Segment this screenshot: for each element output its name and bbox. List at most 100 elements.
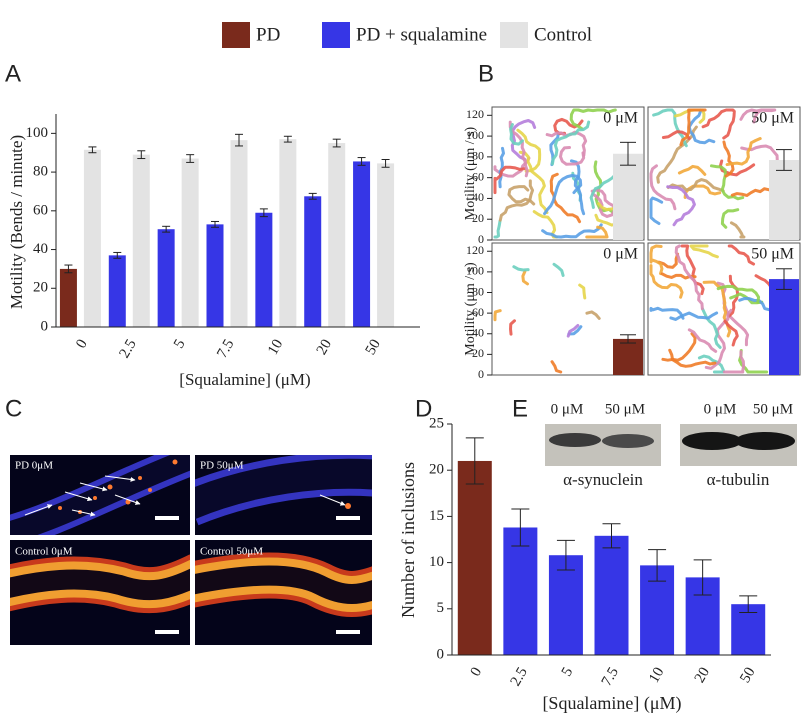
worm-tracks bbox=[493, 262, 601, 374]
image-label: Control 0μM bbox=[15, 546, 73, 558]
worm-track bbox=[493, 309, 502, 322]
worm-track bbox=[498, 146, 506, 189]
legend-label: Control bbox=[534, 24, 592, 45]
worm-track bbox=[552, 262, 565, 277]
worm-track bbox=[722, 140, 735, 178]
condition-label: 50 μM bbox=[751, 110, 794, 127]
worm-track bbox=[578, 283, 587, 300]
image-label: PD 50μM bbox=[200, 460, 244, 472]
bar bbox=[279, 139, 297, 327]
bar bbox=[353, 161, 371, 327]
bar bbox=[769, 159, 799, 240]
bar bbox=[377, 163, 395, 327]
bar bbox=[594, 535, 629, 655]
worm-track bbox=[679, 108, 707, 147]
worm-track bbox=[649, 306, 685, 320]
x-tick-label: 10 bbox=[646, 665, 667, 686]
worm-track bbox=[709, 164, 745, 201]
x-tick-label: 5 bbox=[171, 337, 189, 351]
y-tick-label: 60 bbox=[472, 305, 484, 319]
worm-track bbox=[697, 354, 725, 374]
y-tick-label: 120 bbox=[466, 107, 484, 121]
worm-track bbox=[701, 108, 736, 140]
worm-track bbox=[669, 311, 719, 321]
worm-track bbox=[657, 252, 680, 269]
worm-track bbox=[720, 208, 740, 229]
worm-track bbox=[543, 173, 583, 216]
micrograph-images bbox=[10, 455, 372, 645]
bar bbox=[548, 555, 583, 655]
worm-track bbox=[722, 350, 746, 374]
bar bbox=[83, 149, 101, 327]
y-tick-label: 0 bbox=[478, 232, 484, 246]
legend-label: PD bbox=[256, 24, 280, 45]
y-tick-label: 25 bbox=[429, 415, 444, 431]
y-axis-label: Motility (μm / s) bbox=[463, 126, 478, 220]
y-tick-label: 60 bbox=[472, 169, 484, 183]
x-tick-label: 5 bbox=[559, 665, 577, 679]
bar bbox=[59, 268, 77, 327]
worm-track bbox=[729, 221, 746, 239]
worm-track bbox=[509, 122, 524, 146]
worm-track bbox=[725, 137, 762, 167]
panel-label: E bbox=[512, 395, 528, 422]
y-tick-label: 80 bbox=[472, 149, 484, 163]
worm-track bbox=[649, 164, 677, 211]
panel-label: D bbox=[415, 395, 432, 422]
lane-label: 0 μM bbox=[551, 401, 584, 417]
y-tick-label: 80 bbox=[472, 284, 484, 298]
worm-track bbox=[550, 360, 563, 374]
x-tick-label: 50 bbox=[737, 665, 758, 686]
worm-track bbox=[569, 159, 586, 216]
worm-track bbox=[493, 165, 527, 195]
worm-track bbox=[550, 120, 591, 166]
lane-label: 50 μM bbox=[753, 401, 793, 417]
worm-track bbox=[509, 319, 516, 336]
worm-track bbox=[677, 164, 707, 176]
y-axis-label: Number of inclusions bbox=[398, 462, 418, 618]
worm-track bbox=[649, 244, 664, 276]
x-tick-label: 10 bbox=[265, 337, 286, 358]
x-tick-label: 2.5 bbox=[508, 665, 531, 689]
x-tick-label: 0 bbox=[468, 665, 486, 679]
worm-track bbox=[668, 348, 717, 368]
x-axis-label: [Squalamine] (μM) bbox=[542, 693, 681, 714]
bar bbox=[769, 279, 799, 375]
worm-track bbox=[498, 179, 535, 222]
worm-track bbox=[739, 108, 777, 124]
bar bbox=[503, 527, 538, 655]
y-tick-label: 120 bbox=[466, 243, 484, 257]
worm-track bbox=[723, 319, 739, 347]
panel-label: A bbox=[5, 60, 21, 87]
bar bbox=[181, 158, 199, 327]
y-tick-label: 100 bbox=[466, 128, 484, 142]
blot-label: α-synuclein bbox=[563, 470, 643, 489]
worm-track bbox=[738, 349, 769, 374]
worm-track bbox=[701, 307, 722, 349]
worm-track bbox=[585, 310, 601, 320]
y-tick-label: 10 bbox=[429, 554, 444, 570]
worm-track bbox=[716, 284, 761, 304]
worm-track bbox=[649, 264, 684, 299]
lane-label: 50 μM bbox=[605, 401, 645, 417]
bar bbox=[206, 224, 224, 327]
y-tick-label: 0 bbox=[41, 318, 49, 334]
y-tick-label: 5 bbox=[437, 600, 445, 616]
worm-track bbox=[585, 225, 609, 239]
bar bbox=[157, 229, 175, 327]
worm-track bbox=[493, 219, 502, 239]
bar bbox=[457, 460, 492, 655]
western-blots bbox=[545, 424, 797, 466]
worm-track bbox=[521, 270, 530, 286]
y-tick-label: 15 bbox=[429, 508, 444, 524]
y-tick-label: 60 bbox=[33, 202, 48, 218]
y-tick-label: 40 bbox=[472, 326, 484, 340]
x-tick-label: 7.5 bbox=[214, 337, 237, 361]
x-tick-label: 20 bbox=[314, 337, 335, 358]
worm-track bbox=[593, 160, 615, 214]
y-tick-label: 100 bbox=[26, 125, 49, 141]
worm-track bbox=[656, 125, 698, 184]
worm-tracks bbox=[649, 244, 781, 374]
worm-track bbox=[652, 108, 688, 148]
worm-track bbox=[558, 145, 586, 166]
